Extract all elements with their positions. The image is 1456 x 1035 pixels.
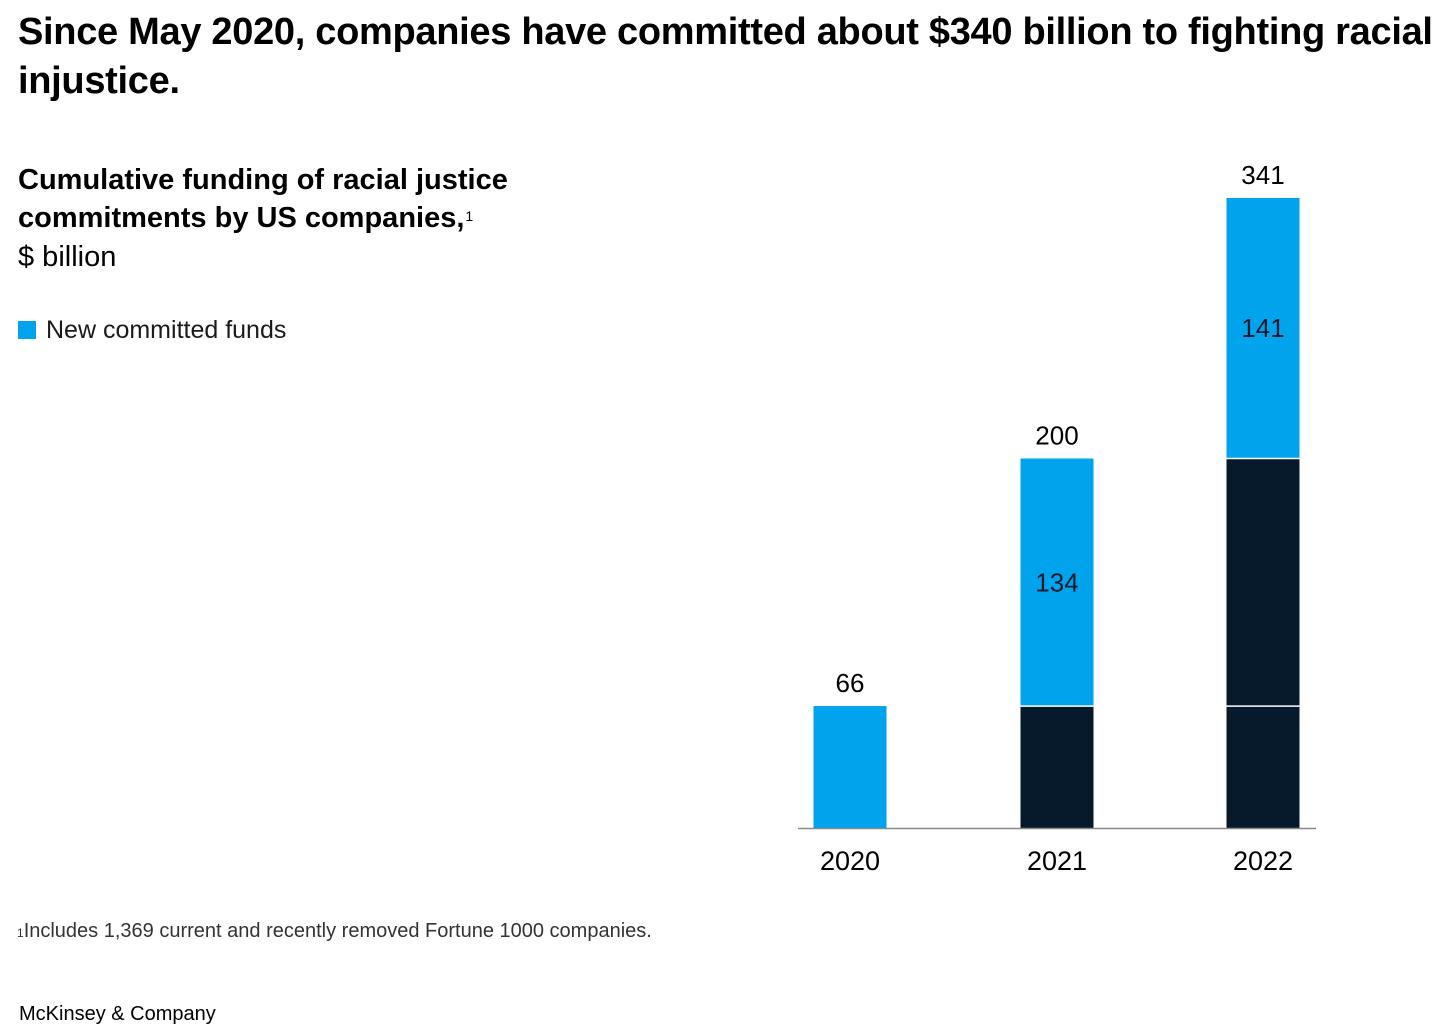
legend-label: New committed funds <box>46 316 287 344</box>
segment-label-2022: 141 <box>1241 313 1284 343</box>
legend-swatch <box>18 321 36 339</box>
footnote-text: Includes 1,369 current and recently remo… <box>23 920 652 942</box>
x-tick-label-2021: 2021 <box>1027 846 1087 876</box>
x-tick-label-2022: 2022 <box>1233 846 1293 876</box>
legend: New committed funds <box>18 314 286 346</box>
total-label-2022: 341 <box>1241 160 1284 190</box>
bar-2022-segment-2 <box>1226 198 1300 459</box>
footnote-mark: 1 <box>17 926 24 940</box>
bar-2020-segment-2 <box>813 706 887 828</box>
chart-title: Cumulative funding of racial justice com… <box>18 161 618 237</box>
x-tick-label-2020: 2020 <box>820 846 880 876</box>
bar-2021-segment-2 <box>1020 458 1094 707</box>
segment-label-2021: 134 <box>1035 567 1078 597</box>
chart-title-footnote-mark: 1 <box>465 208 474 224</box>
bar-2021-segment-1 <box>1020 706 1094 828</box>
total-label-2020: 66 <box>836 668 865 698</box>
chart-unit: $ billion <box>18 241 117 273</box>
footnote: 1Includes 1,369 current and recently rem… <box>17 917 652 945</box>
headline: Since May 2020, companies have committed… <box>18 11 1433 102</box>
bar-2022-segment-1 <box>1226 458 1300 828</box>
total-label-2021: 200 <box>1035 420 1078 450</box>
chart-title-text: Cumulative funding of racial justice com… <box>18 164 508 234</box>
source-credit: McKinsey & Company <box>19 1003 216 1025</box>
